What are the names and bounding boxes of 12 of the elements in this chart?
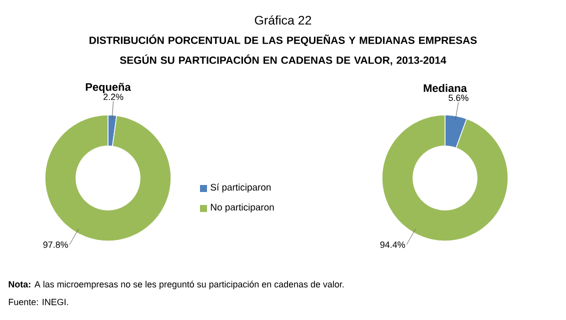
chart-subtitle: DISTRIBUCIÓN PORCENTUAL DE LAS PEQUEÑAS Y MEDIANAS EMPRESAS SEGÚN SU PARTICIPACIÓN EN CADENAS DE VALOR, 2013-2014 (90, 34, 477, 66)
data-label: 94.4% (380, 242, 405, 248)
legend-label: No participaron (210, 204, 274, 212)
source-note: Fuente: INEGI. (8, 298, 68, 306)
legend-label: Sí participaron (210, 184, 271, 192)
text: Mediana (424, 84, 467, 92)
data-label: 2.2% (104, 94, 124, 100)
text: Pequeña (86, 82, 131, 94)
data-label: 5.6% (448, 94, 468, 101)
data-label: 97.8% (43, 242, 68, 248)
chart-title: Gráfica 22 (254, 15, 312, 25)
text: Nota: A las microempresas no se les preguntó su participación en cadenas de valor. (8, 280, 344, 290)
